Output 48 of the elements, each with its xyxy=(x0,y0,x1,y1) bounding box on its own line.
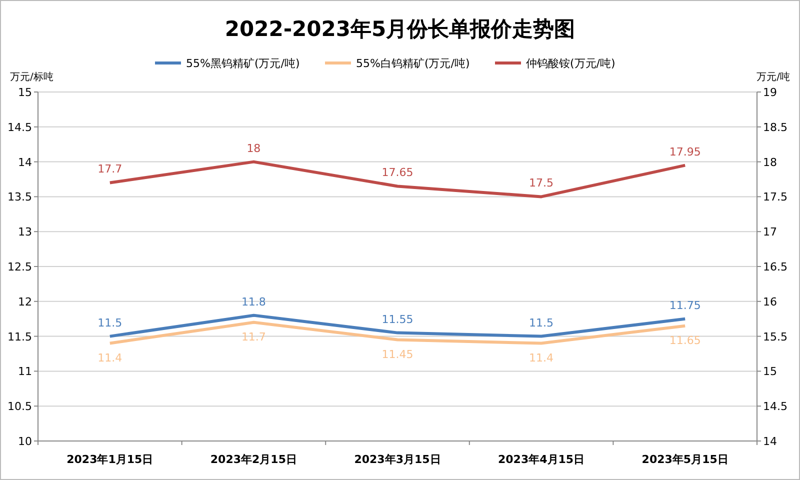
y2-tick-label: 18.5 xyxy=(763,120,788,134)
data-label: 17.65 xyxy=(382,166,414,180)
data-label: 17.5 xyxy=(529,176,554,190)
y-tick-label: 11.5 xyxy=(8,330,32,344)
data-label: 11.5 xyxy=(529,316,554,330)
y2-tick-label: 17.5 xyxy=(763,190,788,204)
legend-label: 55%白钨精矿(万元/吨) xyxy=(356,57,470,70)
data-label: 11.8 xyxy=(241,295,266,308)
y-tick-label: 13.5 xyxy=(8,190,32,204)
data-label: 11.7 xyxy=(241,330,266,344)
x-tick-label: 2023年5月15日 xyxy=(642,453,728,466)
data-label: 17.95 xyxy=(669,145,701,158)
y-tick-label: 11 xyxy=(18,365,32,378)
y2-tick-label: 16.5 xyxy=(763,260,788,274)
data-label: 17.7 xyxy=(98,162,122,176)
y2-axis-title: 万元/吨 xyxy=(756,71,790,83)
x-tick-label: 2023年4月15日 xyxy=(498,453,585,466)
y-axis-title: 万元/标吨 xyxy=(10,71,54,83)
chart-title: 2022-2023年5月份长单报价走势图 xyxy=(224,17,576,41)
y-tick-label: 10 xyxy=(18,435,32,448)
y2-tick-label: 15.5 xyxy=(763,330,788,344)
y-tick-label: 14.5 xyxy=(8,120,32,134)
x-tick-label: 2023年1月15日 xyxy=(66,453,154,466)
x-tick-label: 2023年2月15日 xyxy=(210,453,297,466)
y-tick-label: 14 xyxy=(18,156,32,169)
data-label: 11.5 xyxy=(98,316,122,330)
x-tick-label: 2023年3月15日 xyxy=(354,453,441,466)
data-label: 11.45 xyxy=(382,348,414,361)
y2-tick-label: 18 xyxy=(763,156,777,169)
y-tick-label: 15 xyxy=(18,86,32,99)
y-tick-label: 12.5 xyxy=(8,260,32,274)
y-tick-label: 12 xyxy=(18,295,32,308)
data-label: 18 xyxy=(246,142,261,155)
legend-label: 55%黑钨精矿(万元/吨) xyxy=(186,57,300,70)
data-label: 11.65 xyxy=(669,334,701,347)
data-label: 11.4 xyxy=(98,351,122,364)
y-tick-label: 10.5 xyxy=(8,400,32,414)
y2-tick-label: 17 xyxy=(763,226,777,239)
y2-tick-label: 16 xyxy=(763,295,777,308)
y-tick-label: 13 xyxy=(18,226,32,239)
data-label: 11.55 xyxy=(382,312,414,326)
y2-tick-label: 19 xyxy=(763,86,777,99)
y2-tick-label: 14 xyxy=(763,435,777,448)
legend-label: 仲钨酸铵(万元/吨) xyxy=(526,57,616,70)
data-label: 11.75 xyxy=(669,298,701,312)
data-label: 11.4 xyxy=(529,351,554,364)
y2-tick-label: 15 xyxy=(763,365,777,378)
y2-tick-label: 14.5 xyxy=(763,400,788,414)
